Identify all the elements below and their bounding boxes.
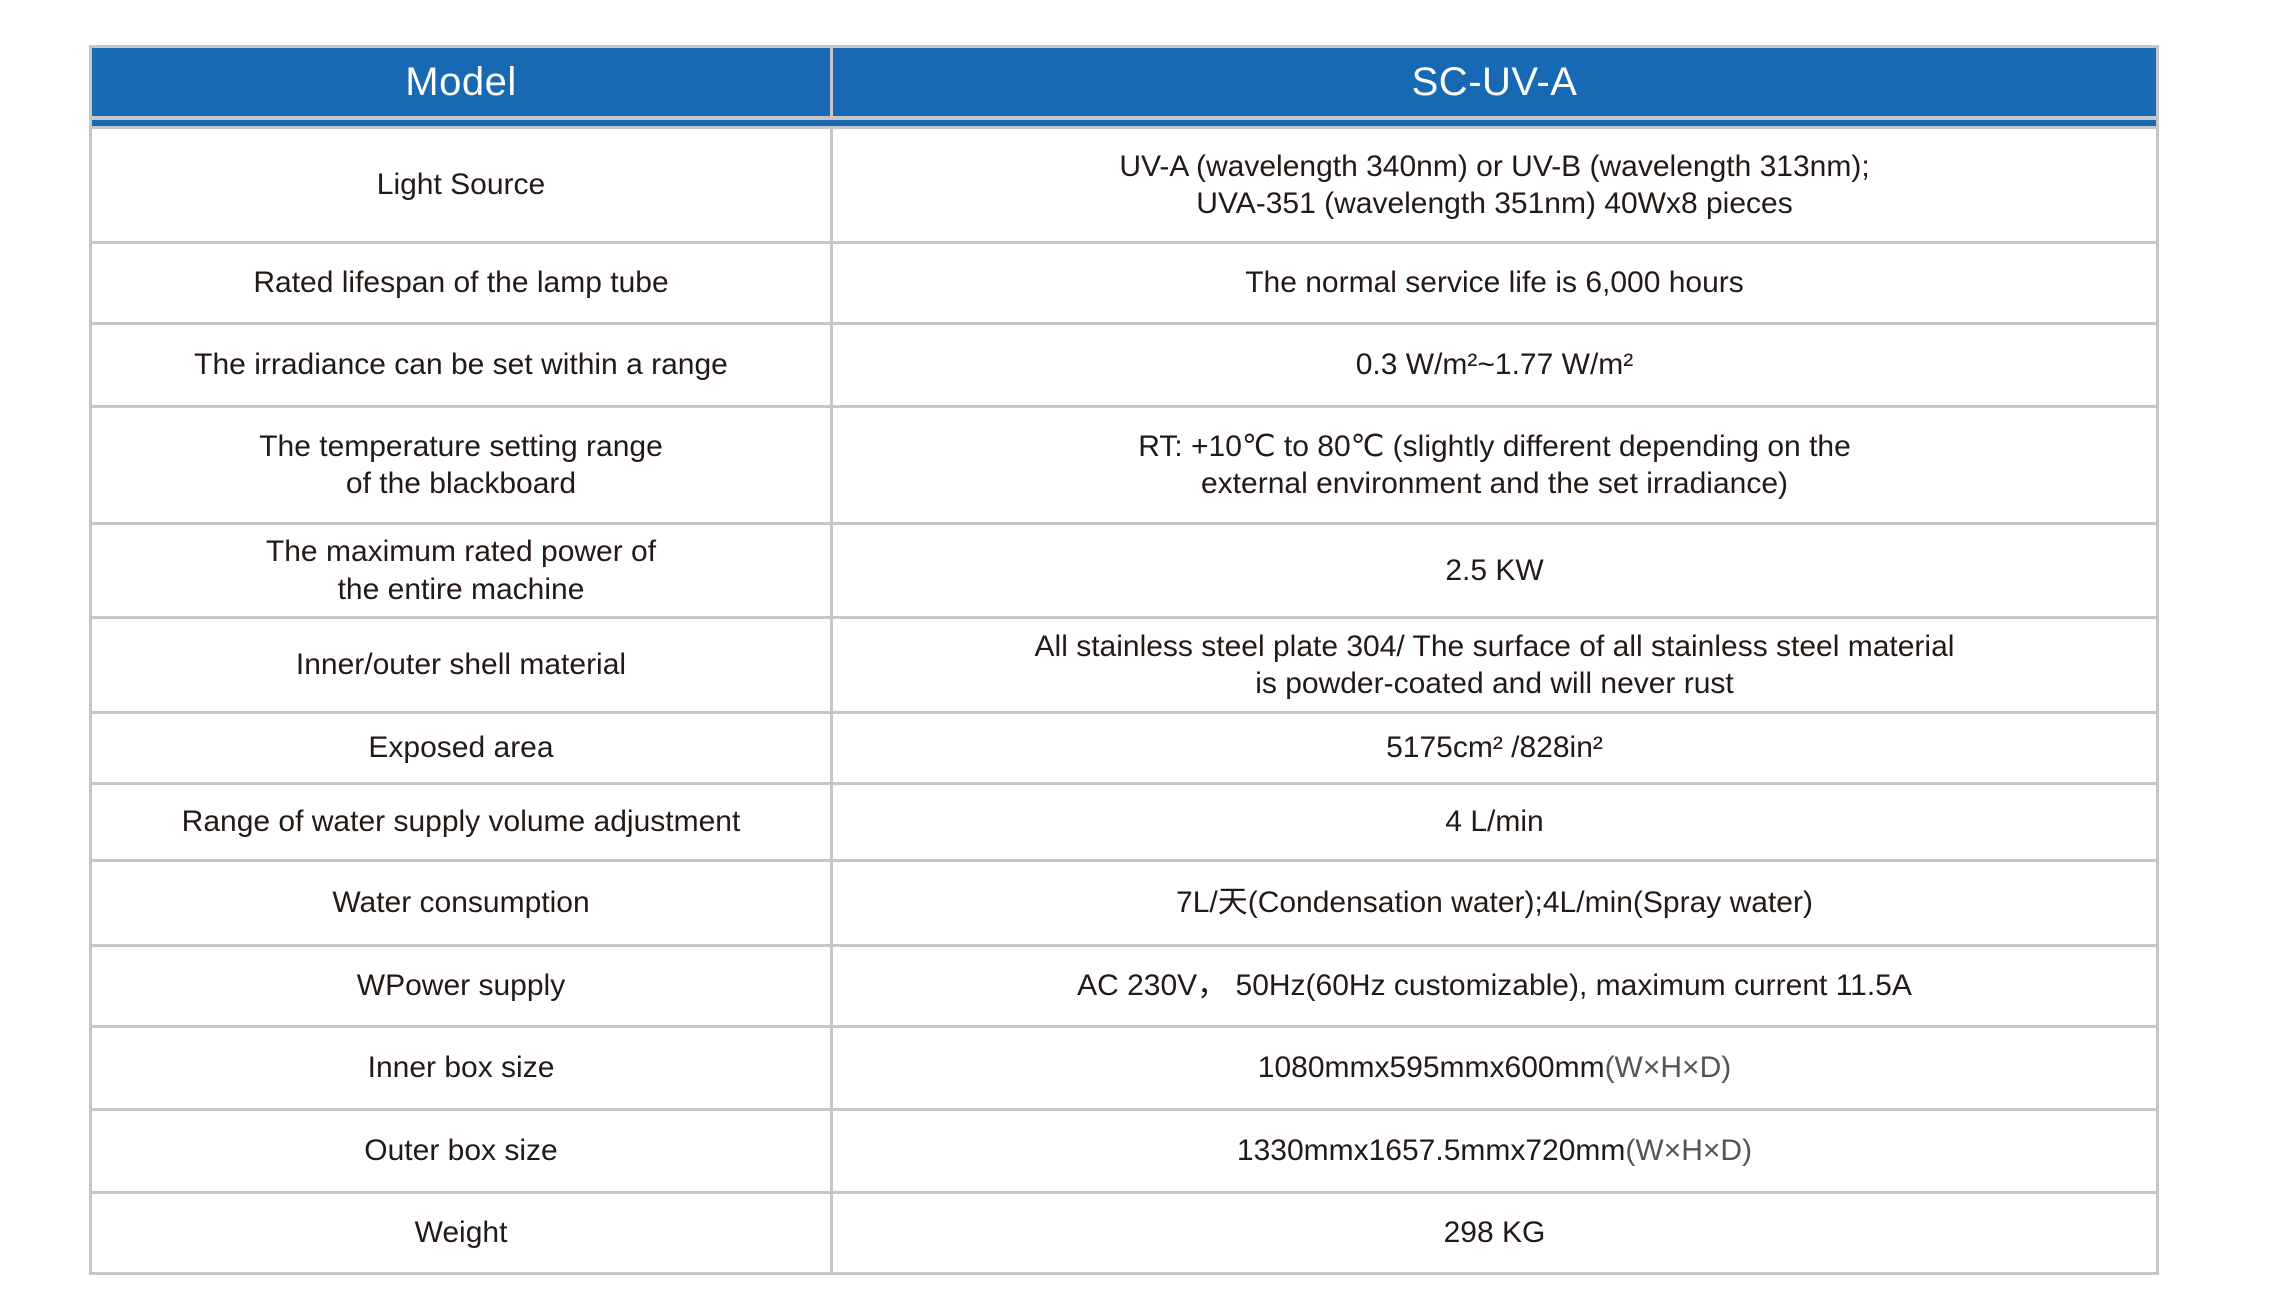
spec-label: Inner/outer shell material [92, 619, 833, 711]
spec-value-suffix: (W×H×D) [1625, 1134, 1753, 1168]
spec-label: The temperature setting range of the bla… [92, 408, 833, 522]
spec-label: Outer box size [92, 1111, 833, 1191]
table-row-max-rated-power: The maximum rated power of the entire ma… [92, 522, 2156, 616]
spec-value: 4 L/min [833, 785, 2156, 859]
spec-label: Weight [92, 1194, 833, 1272]
spec-label: Light Source [92, 129, 833, 241]
spec-value-text: 1080mmx595mmx600mm [1257, 1051, 1605, 1085]
table-row-water-consumption: Water consumption 7L/天(Condensation wate… [92, 859, 2156, 944]
spec-label: Water consumption [92, 862, 833, 944]
spec-label: WPower supply [92, 947, 833, 1025]
spec-value: 1330mmx1657.5mmx720mm (W×H×D) [833, 1111, 2156, 1191]
spec-value: 298 KG [833, 1194, 2156, 1272]
spec-value: The normal service life is 6,000 hours [833, 244, 2156, 322]
table-row-outer-box-size: Outer box size 1330mmx1657.5mmx720mm (W×H… [92, 1108, 2156, 1191]
table-header-value: SC-UV-A [1411, 59, 1578, 104]
spec-value: 1080mmx595mmx600mm (W×H×D) [833, 1028, 2156, 1108]
table-row-light-source: Light Source UV-A (wavelength 340nm) or … [92, 126, 2156, 241]
spec-value-text: All stainless steel plate 304/ The surfa… [1034, 629, 1955, 701]
spec-value-text: 298 KG [1443, 1216, 1546, 1250]
spec-value-text: UV-A (wavelength 340nm) or UV-B (wavelen… [1119, 149, 1870, 221]
spec-value: UV-A (wavelength 340nm) or UV-B (wavelen… [833, 129, 2156, 241]
table-row-inner-box-size: Inner box size 1080mmx595mmx600mm (W×H×D) [92, 1025, 2156, 1108]
table-header-model: Model [92, 48, 833, 116]
spec-value-text: RT: +10℃ to 80℃ (slightly different depe… [1138, 429, 1851, 501]
spec-value-text: 1330mmx1657.5mmx720mm [1236, 1134, 1626, 1168]
table-row-temperature-range: The temperature setting range of the bla… [92, 405, 2156, 522]
table-row-water-supply-adjustment: Range of water supply volume adjustment … [92, 782, 2156, 859]
spec-table: Model SC-UV-A Light Source UV-A (wavelen… [89, 45, 2159, 1275]
spec-value-text: 2.5 KW [1445, 553, 1544, 587]
table-row-power-supply: WPower supply AC 230V， 50Hz(60Hz customi… [92, 944, 2156, 1025]
spec-value-suffix: (W×H×D) [1604, 1051, 1732, 1085]
spec-label: The irradiance can be set within a range [92, 325, 833, 405]
spec-value: 0.3 W/m²~1.77 W/m² [833, 325, 2156, 405]
spec-value: 5175cm² /828in² [833, 714, 2156, 782]
spec-label: Exposed area [92, 714, 833, 782]
spec-value: 7L/天(Condensation water);4L/min(Spray wa… [833, 862, 2156, 944]
header-accent-bar [92, 120, 2156, 126]
spec-value-text: 0.3 W/m²~1.77 W/m² [1355, 348, 1634, 382]
spec-value-text: 4 L/min [1445, 805, 1544, 839]
spec-label: Range of water supply volume adjustment [92, 785, 833, 859]
spec-value-text: The normal service life is 6,000 hours [1245, 266, 1744, 300]
table-row-lamp-lifespan: Rated lifespan of the lamp tube The norm… [92, 241, 2156, 322]
table-row-irradiance-range: The irradiance can be set within a range… [92, 322, 2156, 405]
spec-label: The maximum rated power of the entire ma… [92, 525, 833, 616]
table-header-row: Model SC-UV-A [92, 48, 2156, 120]
spec-value: AC 230V， 50Hz(60Hz customizable), maximu… [833, 947, 2156, 1025]
spec-value-text: AC 230V， 50Hz(60Hz customizable), maximu… [1077, 969, 1912, 1003]
spec-value: 2.5 KW [833, 525, 2156, 616]
table-row-exposed-area: Exposed area 5175cm² /828in² [92, 711, 2156, 782]
spec-label: Rated lifespan of the lamp tube [92, 244, 833, 322]
table-row-shell-material: Inner/outer shell material All stainless… [92, 616, 2156, 711]
spec-value-text: 5175cm² /828in² [1386, 731, 1603, 765]
table-row-weight: Weight 298 KG [92, 1191, 2156, 1272]
spec-value: All stainless steel plate 304/ The surfa… [833, 619, 2156, 711]
spec-value-text: 7L/天(Condensation water);4L/min(Spray wa… [1176, 886, 1813, 920]
spec-label: Inner box size [92, 1028, 833, 1108]
spec-value: RT: +10℃ to 80℃ (slightly different depe… [833, 408, 2156, 522]
